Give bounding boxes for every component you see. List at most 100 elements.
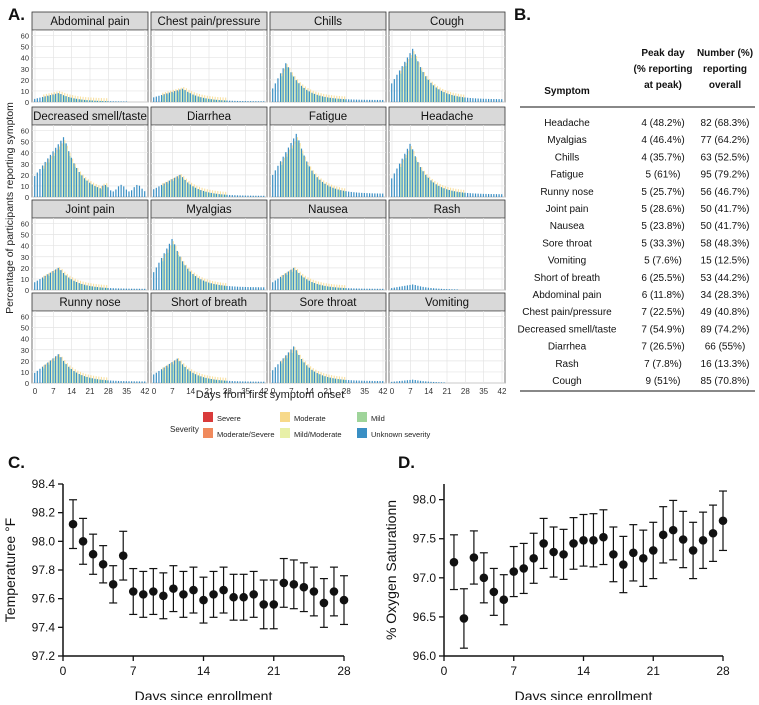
bar-moderate — [162, 92, 164, 96]
bar-unknown — [287, 147, 290, 197]
bar-unknown — [287, 67, 290, 102]
bar-unknown — [314, 283, 316, 290]
legend-item-mild: Mild — [357, 412, 385, 423]
point-marker — [629, 548, 638, 558]
bar-moderate — [209, 280, 211, 284]
bar-moderate — [463, 189, 465, 193]
bar-moderate — [328, 374, 330, 378]
bar-unknown — [252, 101, 254, 102]
point-marker — [299, 582, 309, 592]
facet-title: Chills — [314, 16, 342, 28]
bar-unknown — [138, 288, 141, 290]
bar-moderate — [294, 347, 296, 351]
bar-moderate — [43, 365, 45, 369]
bar-unknown — [192, 274, 194, 290]
bar-unknown — [358, 192, 360, 197]
bar-unknown — [430, 82, 432, 102]
bar-mild — [82, 284, 84, 290]
bar-mild — [431, 84, 433, 102]
legend-item-moderate-severe: Moderate/Severe — [203, 428, 275, 439]
bar-moderate — [344, 96, 346, 100]
bar-mild — [405, 65, 407, 102]
bar-mild — [164, 184, 166, 197]
bar-moderate — [177, 88, 180, 92]
bar-mild — [452, 95, 454, 102]
facet-title: Joint pain — [65, 204, 114, 216]
bar-unknown — [73, 280, 75, 290]
ytick-label: 97.2 — [32, 649, 56, 663]
bar-unknown — [419, 286, 422, 290]
bar-moderate — [214, 281, 216, 285]
bar-mild — [191, 94, 193, 102]
bar-unknown — [464, 97, 466, 102]
bar-unknown — [316, 283, 318, 290]
bar-unknown — [425, 174, 427, 197]
bar-mild — [79, 99, 82, 102]
ytick-label: 97.8 — [32, 563, 56, 577]
bar-moderate — [315, 173, 317, 177]
bar-moderate — [439, 183, 441, 187]
facet-headache: Headache — [388, 106, 506, 198]
bar-unknown — [62, 273, 65, 290]
bar-mild — [400, 73, 402, 102]
bar-moderate — [191, 91, 193, 95]
bar-unknown — [62, 137, 65, 197]
bar-unknown — [382, 381, 384, 383]
bar-unknown — [293, 346, 295, 383]
bar-unknown — [187, 182, 189, 197]
bar-mild — [214, 284, 216, 290]
bar-unknown — [221, 380, 223, 383]
bar-unknown — [208, 98, 210, 102]
bar-unknown — [78, 172, 80, 197]
bar-unknown — [391, 83, 393, 102]
bar-moderate — [439, 87, 441, 91]
bar-unknown — [342, 287, 345, 290]
bar-moderate — [217, 97, 219, 101]
bar-unknown — [47, 274, 49, 290]
bar-unknown — [179, 256, 181, 290]
bar-mild — [296, 353, 299, 383]
bar-moderate — [193, 272, 195, 276]
bar-unknown — [257, 101, 260, 102]
bar-unknown — [482, 193, 484, 197]
bar-moderate — [175, 89, 177, 93]
bar-unknown — [99, 100, 101, 102]
bar-mild — [196, 277, 198, 290]
bar-unknown — [277, 278, 279, 290]
bar-moderate — [291, 145, 293, 149]
bar-moderate — [222, 97, 224, 101]
bar-unknown — [163, 183, 165, 197]
bar-unknown — [321, 375, 324, 383]
bar-mild — [410, 58, 412, 102]
bar-moderate — [304, 361, 306, 365]
bar-unknown — [371, 99, 373, 102]
bar-moderate — [436, 85, 439, 89]
bar-unknown — [398, 70, 401, 102]
bar-unknown — [404, 285, 406, 290]
bar-moderate — [53, 152, 55, 156]
bar-unknown — [308, 280, 310, 290]
bar-moderate — [61, 356, 63, 360]
bar-unknown — [160, 184, 163, 197]
bar-mild — [331, 378, 333, 383]
bar-unknown — [223, 194, 226, 197]
bar-unknown — [234, 286, 236, 290]
bar-mild — [328, 377, 330, 383]
bar-unknown — [155, 267, 157, 290]
bar-unknown — [104, 101, 107, 102]
bar-unknown — [125, 189, 127, 197]
bar-moderate — [341, 285, 343, 289]
bar-moderate — [164, 91, 166, 95]
bar-mild — [442, 188, 444, 197]
bar-unknown — [464, 192, 466, 197]
bar-unknown — [189, 184, 191, 197]
bar-moderate — [325, 283, 327, 287]
bar-unknown — [355, 192, 358, 197]
bar-mild — [439, 90, 441, 102]
ytick-label: 50 — [21, 138, 29, 147]
bar-unknown — [192, 372, 194, 383]
bar-mild — [103, 287, 105, 290]
bar-unknown — [39, 279, 41, 290]
bar-unknown — [340, 287, 342, 290]
